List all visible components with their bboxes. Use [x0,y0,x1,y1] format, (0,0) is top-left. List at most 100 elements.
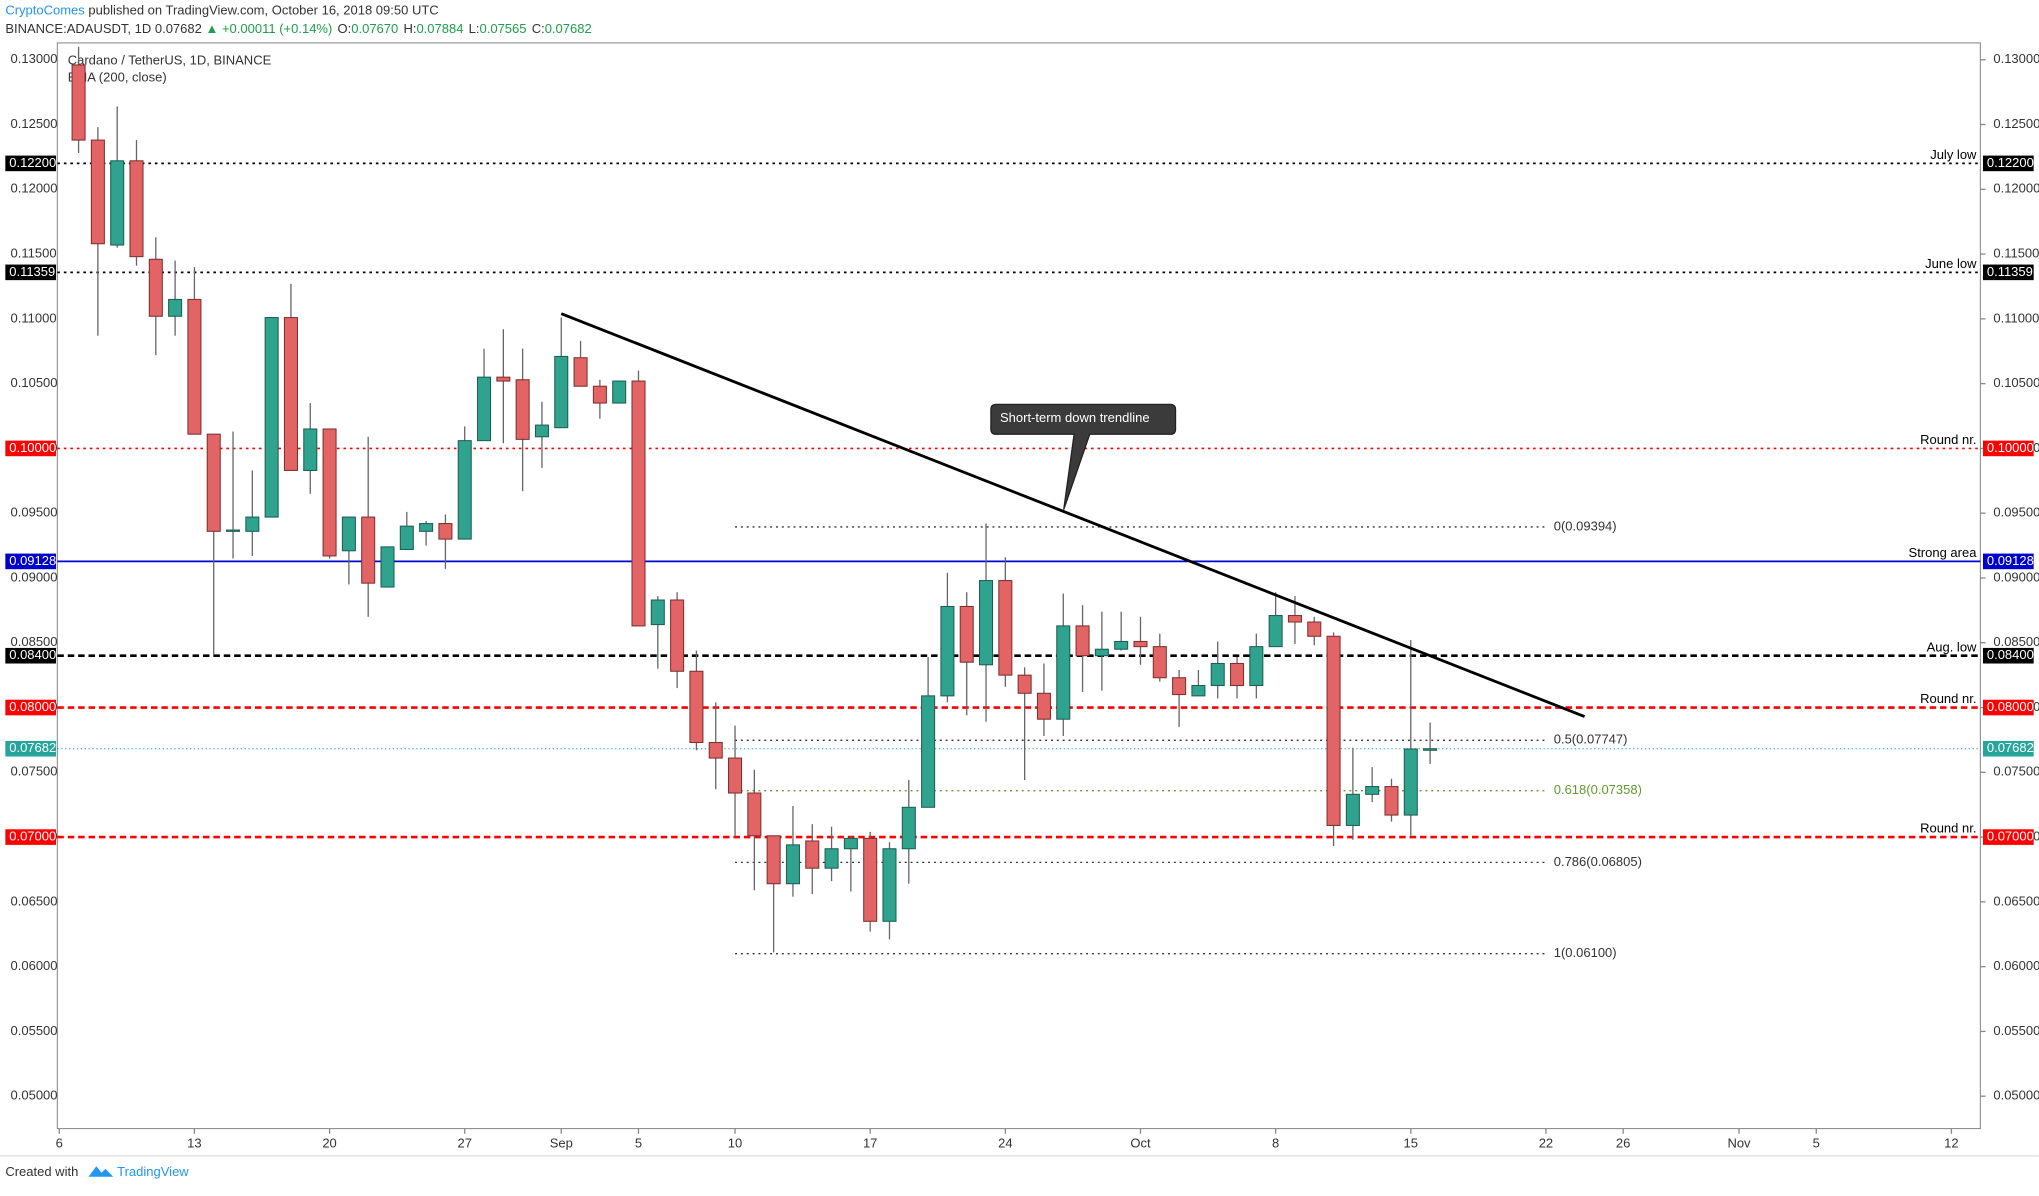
candle-body [1268,615,1283,648]
y-tick-label-right: 0.11000 [1993,310,2039,325]
candle-body [264,317,279,518]
y-tick-label-right: 0.09000 [1993,569,2039,584]
candle-body [322,428,337,557]
y-tick-label: 0.08500 [11,634,58,649]
candle-body [361,516,376,584]
x-tick-label: 22 [1539,1136,1553,1151]
candle-body [1384,786,1399,816]
y-tick-label-right: 0.06000 [1993,958,2039,973]
x-tick-label: 13 [187,1136,201,1151]
symbol: BINANCE:ADAUSDT, 1D [5,21,151,36]
x-tick-label: 24 [998,1136,1012,1151]
level-name: July low [1930,147,1977,162]
candle-body [1403,748,1418,816]
candle-body [1249,646,1264,687]
level-tag-label-right: 0.07000 [1987,829,2034,844]
footer-brand[interactable]: TradingView [117,1164,189,1179]
candle-body [496,376,511,382]
ohlc-label: L: [469,21,480,36]
y-tick-label-right: 0.06500 [1993,893,2039,908]
level-name: Strong area [1909,545,1978,560]
x-tick-label: 8 [1272,1136,1279,1151]
x-tick-label: 20 [322,1136,336,1151]
candle-body [689,670,704,744]
x-tick-label: 6 [56,1136,63,1151]
x-tick-label: 5 [635,1136,642,1151]
candle-body [187,298,202,435]
level-tag-label-left: 0.12200 [9,155,56,170]
x-tick-label: Nov [1727,1136,1751,1151]
level-tag-left [5,264,57,281]
candle-body [1094,648,1109,657]
level-tag-label-right: 0.12200 [1987,155,2034,170]
callout-box [990,403,1177,510]
candle-body [612,380,627,404]
x-tick-label: Oct [1130,1136,1151,1151]
x-tick-label: Sep [550,1136,573,1151]
plot-frame [56,42,1981,1130]
candle-body [206,433,221,532]
candle-body [728,757,743,794]
y-tick-label-right: 0.11500 [1993,246,2039,261]
price: 0.07682 [155,21,202,36]
level-name: June low [1925,256,1977,271]
candle-body [90,139,105,245]
level-tag-label-left: 0.08000 [9,699,56,714]
candle-body [1017,674,1032,694]
y-tick-label: 0.06500 [11,893,58,908]
y-tick-label: 0.09000 [11,569,58,584]
candle-body [1423,748,1438,751]
legend-indicator: EMA (200, close) [68,69,167,84]
candle-body [1287,615,1302,623]
candle-body [168,298,183,317]
level-tag-label-left: 0.07000 [9,829,56,844]
y-tick-label-right: 0.09500 [1993,505,2039,520]
candle-body [1191,684,1206,697]
candle-body [554,355,569,429]
candle-body [631,380,646,627]
candle-body [766,835,781,885]
level-tag-label-right: 0.09128 [1987,553,2034,568]
candle-body [438,523,453,540]
y-tick-label: 0.07500 [11,764,58,779]
header-line-2: BINANCE:ADAUSDT, 1D 0.07682 ▲ +0.00011 (… [5,21,591,36]
candle-body [940,605,955,697]
candle-body [901,806,916,850]
candle-body [245,516,260,532]
ohlc-value: 0.07565 [480,21,527,36]
level-tag-label-left: 0.10000 [9,440,56,455]
candle-body [708,741,723,759]
level-name: Aug. low [1927,639,1977,654]
y-tick-label-right: 0.07500 [1993,764,2039,779]
level-tag-label-right: 0.11359 [1987,264,2033,279]
level-tag-label-right: 0.07682 [1987,740,2034,755]
y-tick-label: 0.05000 [11,1088,58,1103]
candle-body [419,523,434,532]
level-tag-right [1982,699,2034,716]
candle-body [1365,786,1380,795]
x-tick-label: 15 [1404,1136,1418,1151]
trendline [560,312,1586,718]
candle-body [129,160,144,258]
author[interactable]: CryptoComes [5,3,85,18]
level-tag-left [5,740,57,757]
x-tick-label: 5 [1813,1136,1820,1151]
candle-body [1210,662,1225,687]
candle-body [573,357,588,387]
candle-body [998,580,1013,676]
candle-body [1345,793,1360,826]
candle-body [1307,621,1322,637]
fib-label: 1(0.06100) [1554,945,1617,960]
fib-label: 0.786(0.06805) [1554,854,1642,869]
candle-body [785,844,800,885]
x-tick-label: 12 [1944,1136,1958,1151]
legend-title: Cardano / TetherUS, 1D, BINANCE [68,53,272,68]
candle-body [226,529,241,532]
candle-body [534,424,549,438]
y-tick-label: 0.06000 [11,958,58,973]
candle-body [747,792,762,837]
ohlc-value: 0.07682 [545,21,592,36]
level-tag-left [5,647,57,664]
level-tag-right [1982,740,2034,757]
level-tag-left [5,699,57,716]
